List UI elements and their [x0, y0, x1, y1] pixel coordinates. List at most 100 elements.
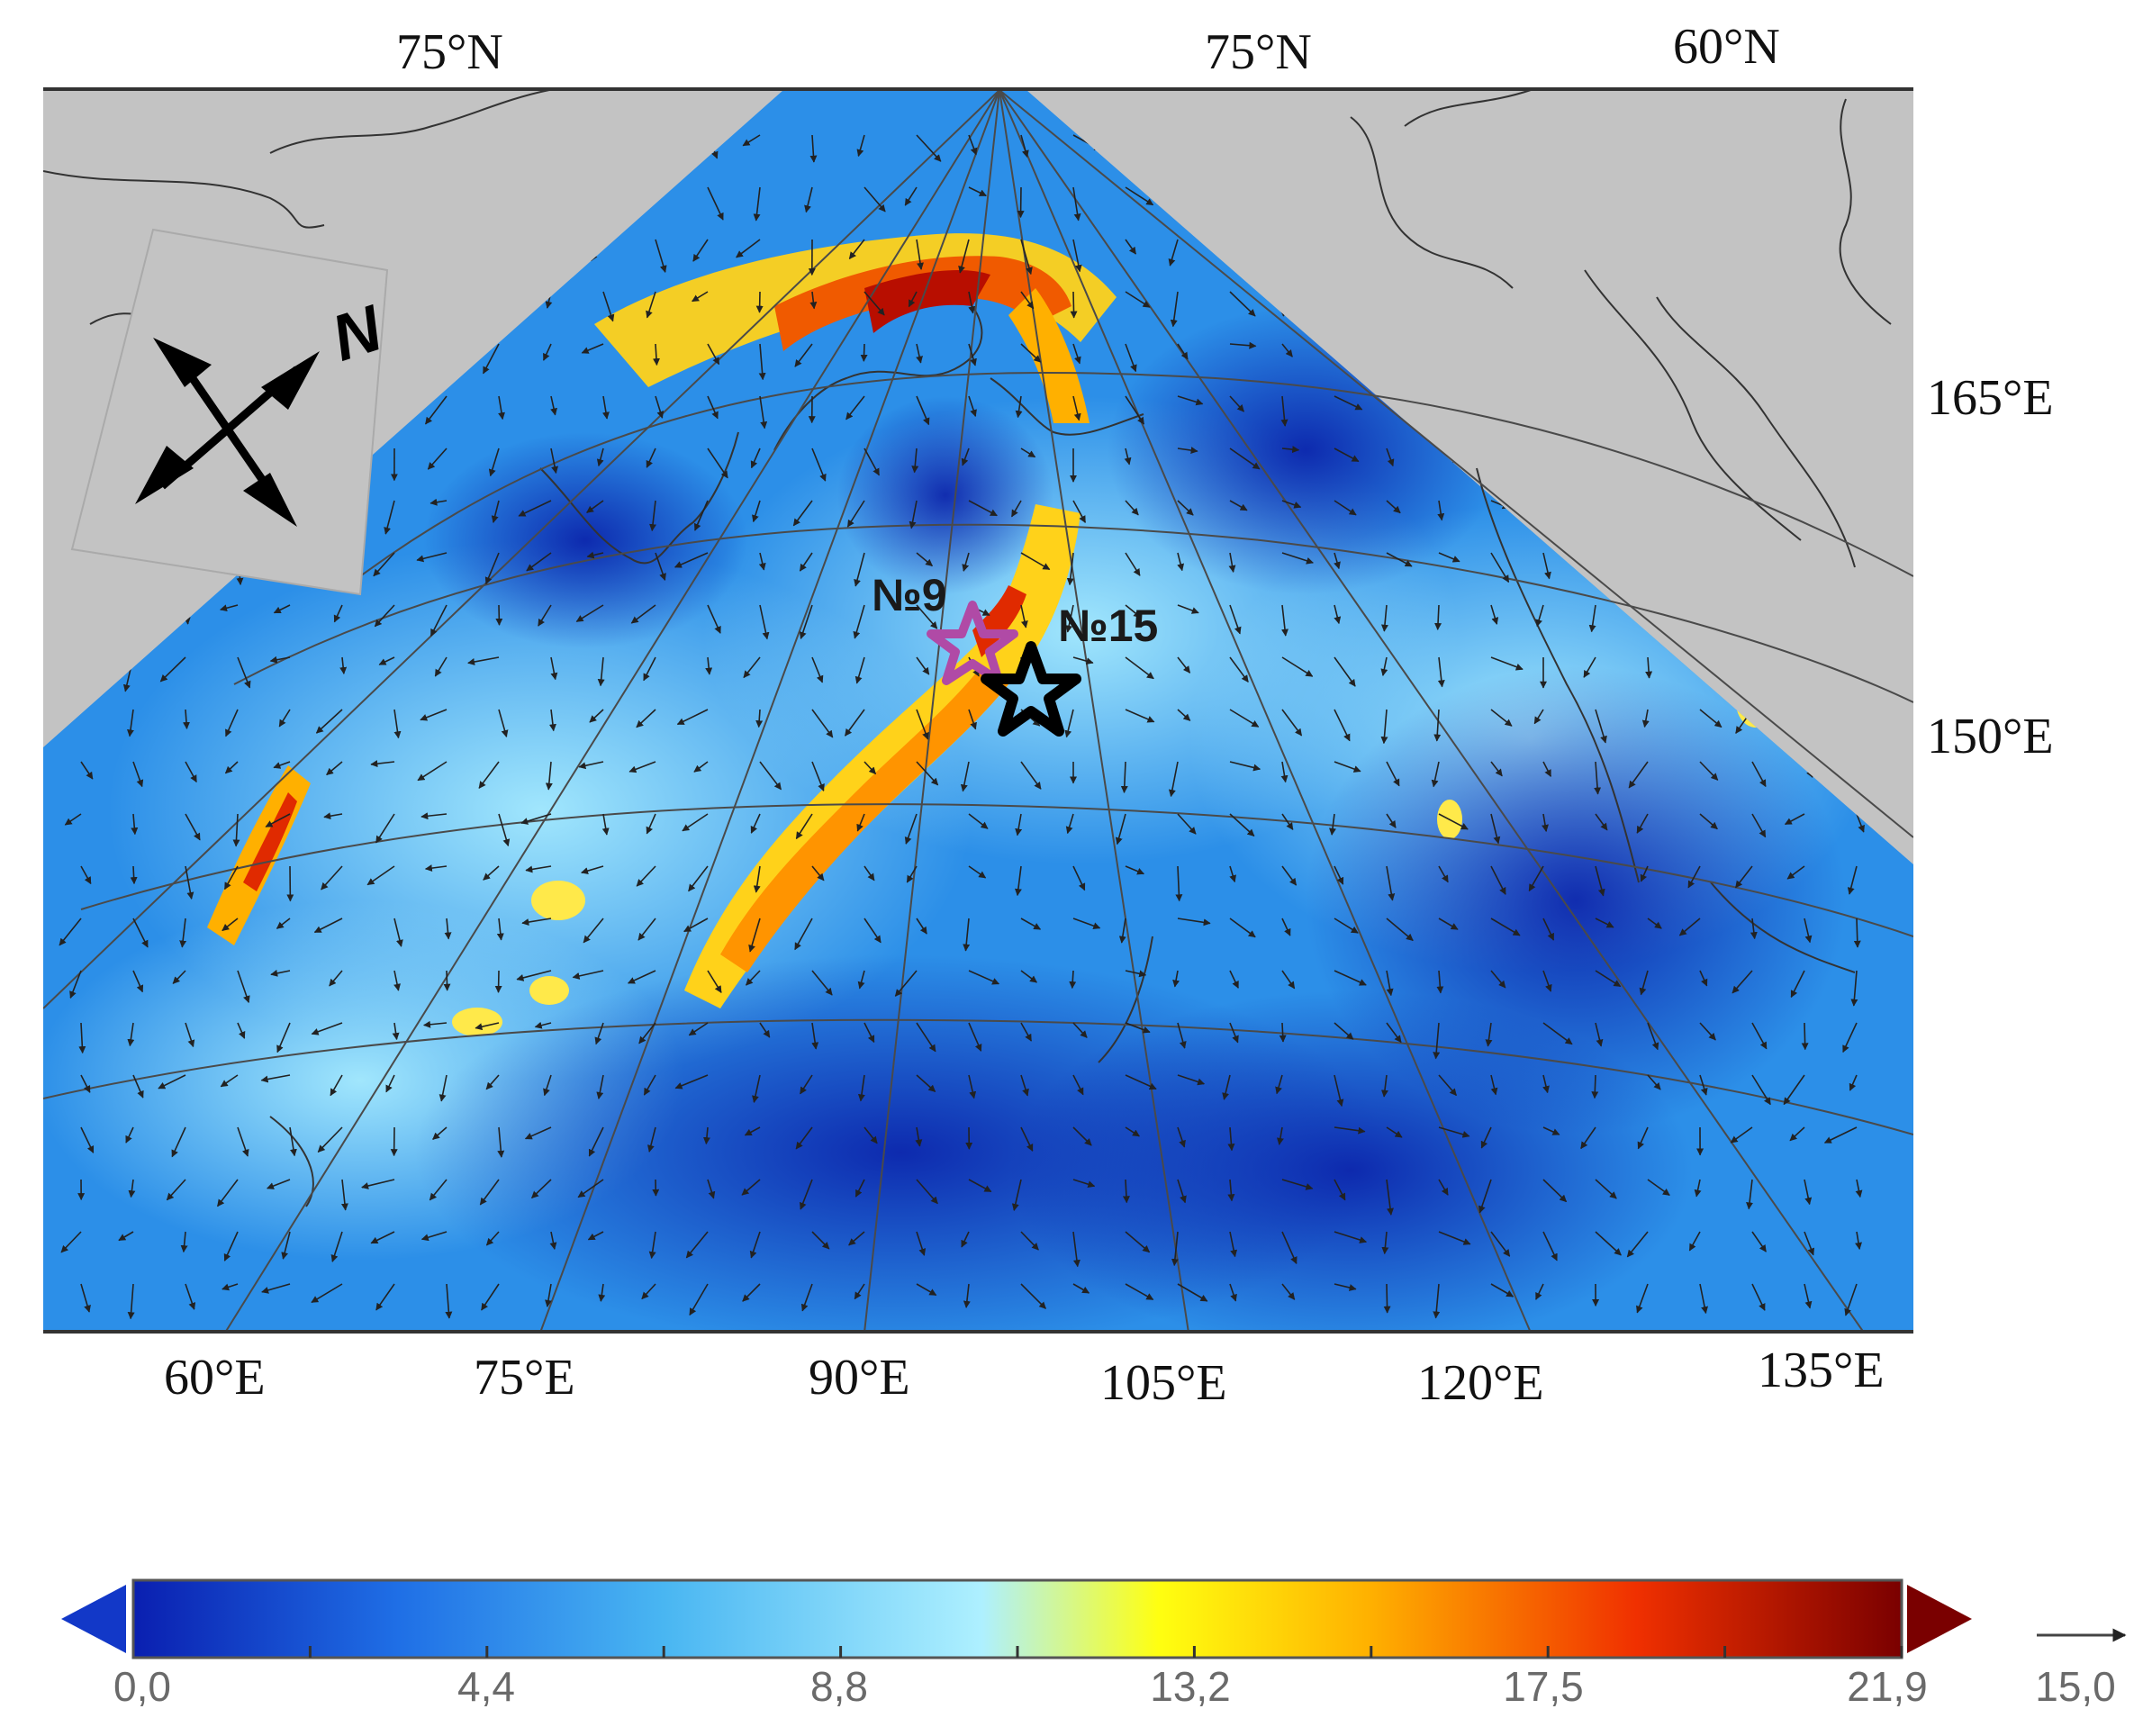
wind-vector — [1175, 865, 1183, 902]
wind-vector — [1438, 552, 1460, 563]
wind-vector — [1853, 918, 1861, 948]
wind-vector — [1490, 813, 1501, 845]
wind-vector — [424, 395, 448, 425]
wind-vector — [269, 656, 291, 664]
wind-vector — [1751, 1283, 1766, 1311]
wind-vector — [1380, 1074, 1388, 1098]
wind-vector — [1823, 1126, 1858, 1144]
wind-vector — [916, 343, 923, 364]
wind-vector — [1678, 918, 1701, 936]
wind-vector — [267, 1179, 291, 1189]
wind-vector — [276, 918, 291, 929]
wind-vector — [1015, 395, 1023, 419]
wind-vector — [1334, 761, 1361, 773]
wind-vector — [602, 291, 615, 322]
wind-vector — [1276, 1126, 1284, 1145]
wind-vector — [216, 1179, 239, 1207]
wind-vector — [1020, 134, 1029, 158]
wind-vector — [636, 709, 656, 728]
wind-vector — [434, 656, 448, 677]
wind-vector — [589, 709, 604, 723]
wind-vector — [125, 1126, 134, 1144]
wind-vector — [1595, 970, 1622, 988]
wind-vector — [1542, 552, 1551, 580]
wind-vector — [748, 918, 761, 953]
wind-vector — [856, 134, 865, 158]
wind-vector — [1542, 813, 1549, 832]
wind-vector — [64, 813, 82, 826]
wind-vector — [752, 500, 761, 523]
colorbar-under-arrow — [61, 1585, 126, 1653]
wind-vector — [583, 918, 604, 944]
wind-vector — [759, 1022, 771, 1038]
wind-vector — [1628, 761, 1649, 789]
wind-vector — [1746, 1179, 1754, 1210]
wind-vector — [742, 1283, 761, 1302]
wind-vector — [755, 291, 764, 313]
wind-vector — [488, 448, 500, 477]
wind-vector — [520, 813, 552, 825]
wind-vector — [1125, 970, 1147, 978]
wind-vector — [1856, 813, 1865, 833]
wind-vector — [220, 604, 239, 612]
wind-vector — [525, 865, 552, 873]
wind-vector — [864, 448, 881, 476]
wind-vector — [1380, 604, 1388, 632]
wind-vector — [1386, 552, 1413, 567]
wind-vector — [1072, 1283, 1090, 1294]
wind-vector — [692, 239, 709, 262]
wind-vector — [1699, 1283, 1709, 1315]
wind-vector — [1177, 1179, 1187, 1204]
site-15-marker: №15 — [981, 601, 1158, 737]
wind-vector — [1490, 970, 1506, 989]
wind-vector — [132, 918, 149, 948]
wind-vector — [1125, 395, 1145, 425]
wind-vector — [1434, 604, 1442, 630]
wind-vector — [960, 761, 970, 792]
wind-vector — [1177, 552, 1185, 572]
wind-vector — [1177, 395, 1204, 406]
wind-vector — [132, 761, 144, 788]
wind-vector — [692, 291, 709, 303]
wind-vector — [130, 865, 138, 885]
wind-vector — [1383, 1283, 1391, 1314]
wind-vector — [1542, 1126, 1560, 1135]
wind-vector — [911, 448, 919, 474]
wind-vector — [375, 813, 395, 844]
wind-vector — [811, 970, 833, 996]
wind-vector — [1177, 447, 1198, 455]
wind-vector — [1595, 1179, 1617, 1199]
wind-vector — [1281, 500, 1302, 509]
wind-vector — [707, 448, 728, 479]
wind-vector — [1281, 709, 1303, 737]
wind-vector — [799, 552, 813, 572]
right-lon-label-165: 165°E — [1927, 370, 2054, 426]
wind-vector — [1804, 918, 1813, 944]
wind-vector — [1281, 343, 1293, 357]
wind-vector — [707, 604, 721, 634]
wind-vector — [1014, 865, 1022, 897]
wind-vector — [1751, 1231, 1767, 1252]
wind-vector — [1281, 813, 1294, 830]
wind-vector — [811, 448, 827, 482]
wind-vector — [968, 343, 977, 366]
wind-vector — [1229, 395, 1244, 412]
wind-vector — [1020, 761, 1042, 790]
wind-vector — [916, 395, 930, 426]
wind-vector — [795, 813, 813, 840]
wind-vector — [1170, 291, 1179, 328]
wind-vector — [1125, 500, 1139, 516]
wind-vector — [1433, 709, 1442, 742]
wind-vector — [581, 865, 604, 874]
wind-vector — [916, 1022, 936, 1053]
wind-vector — [393, 970, 401, 991]
wind-vector — [799, 604, 813, 639]
wind-vector — [550, 656, 558, 681]
colorbar-tick-label: 17,5 — [1503, 1663, 1584, 1710]
wind-vector — [333, 604, 343, 623]
wind-vector — [1020, 970, 1038, 983]
wind-vector — [80, 1126, 95, 1153]
wind-vector — [1229, 341, 1257, 349]
wind-vector — [311, 1283, 343, 1304]
top-lat-label-2: 75°N — [1205, 24, 1312, 80]
